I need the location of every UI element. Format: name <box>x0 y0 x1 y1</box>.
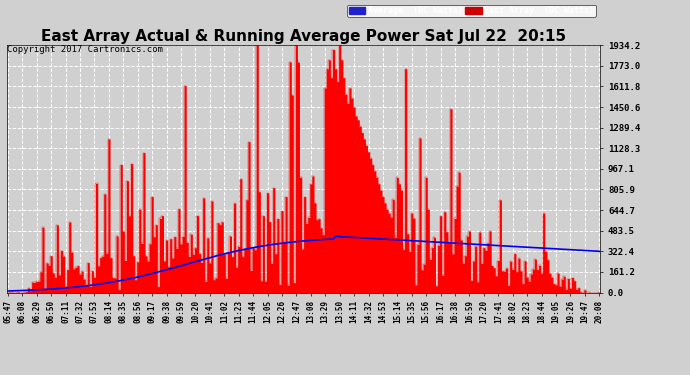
Title: East Array Actual & Running Average Power Sat Jul 22  20:15: East Array Actual & Running Average Powe… <box>41 29 566 44</box>
Text: Copyright 2017 Cartronics.com: Copyright 2017 Cartronics.com <box>7 45 163 54</box>
Legend: Average  (DC Watts), East Array  (DC Watts): Average (DC Watts), East Array (DC Watts… <box>347 4 596 17</box>
